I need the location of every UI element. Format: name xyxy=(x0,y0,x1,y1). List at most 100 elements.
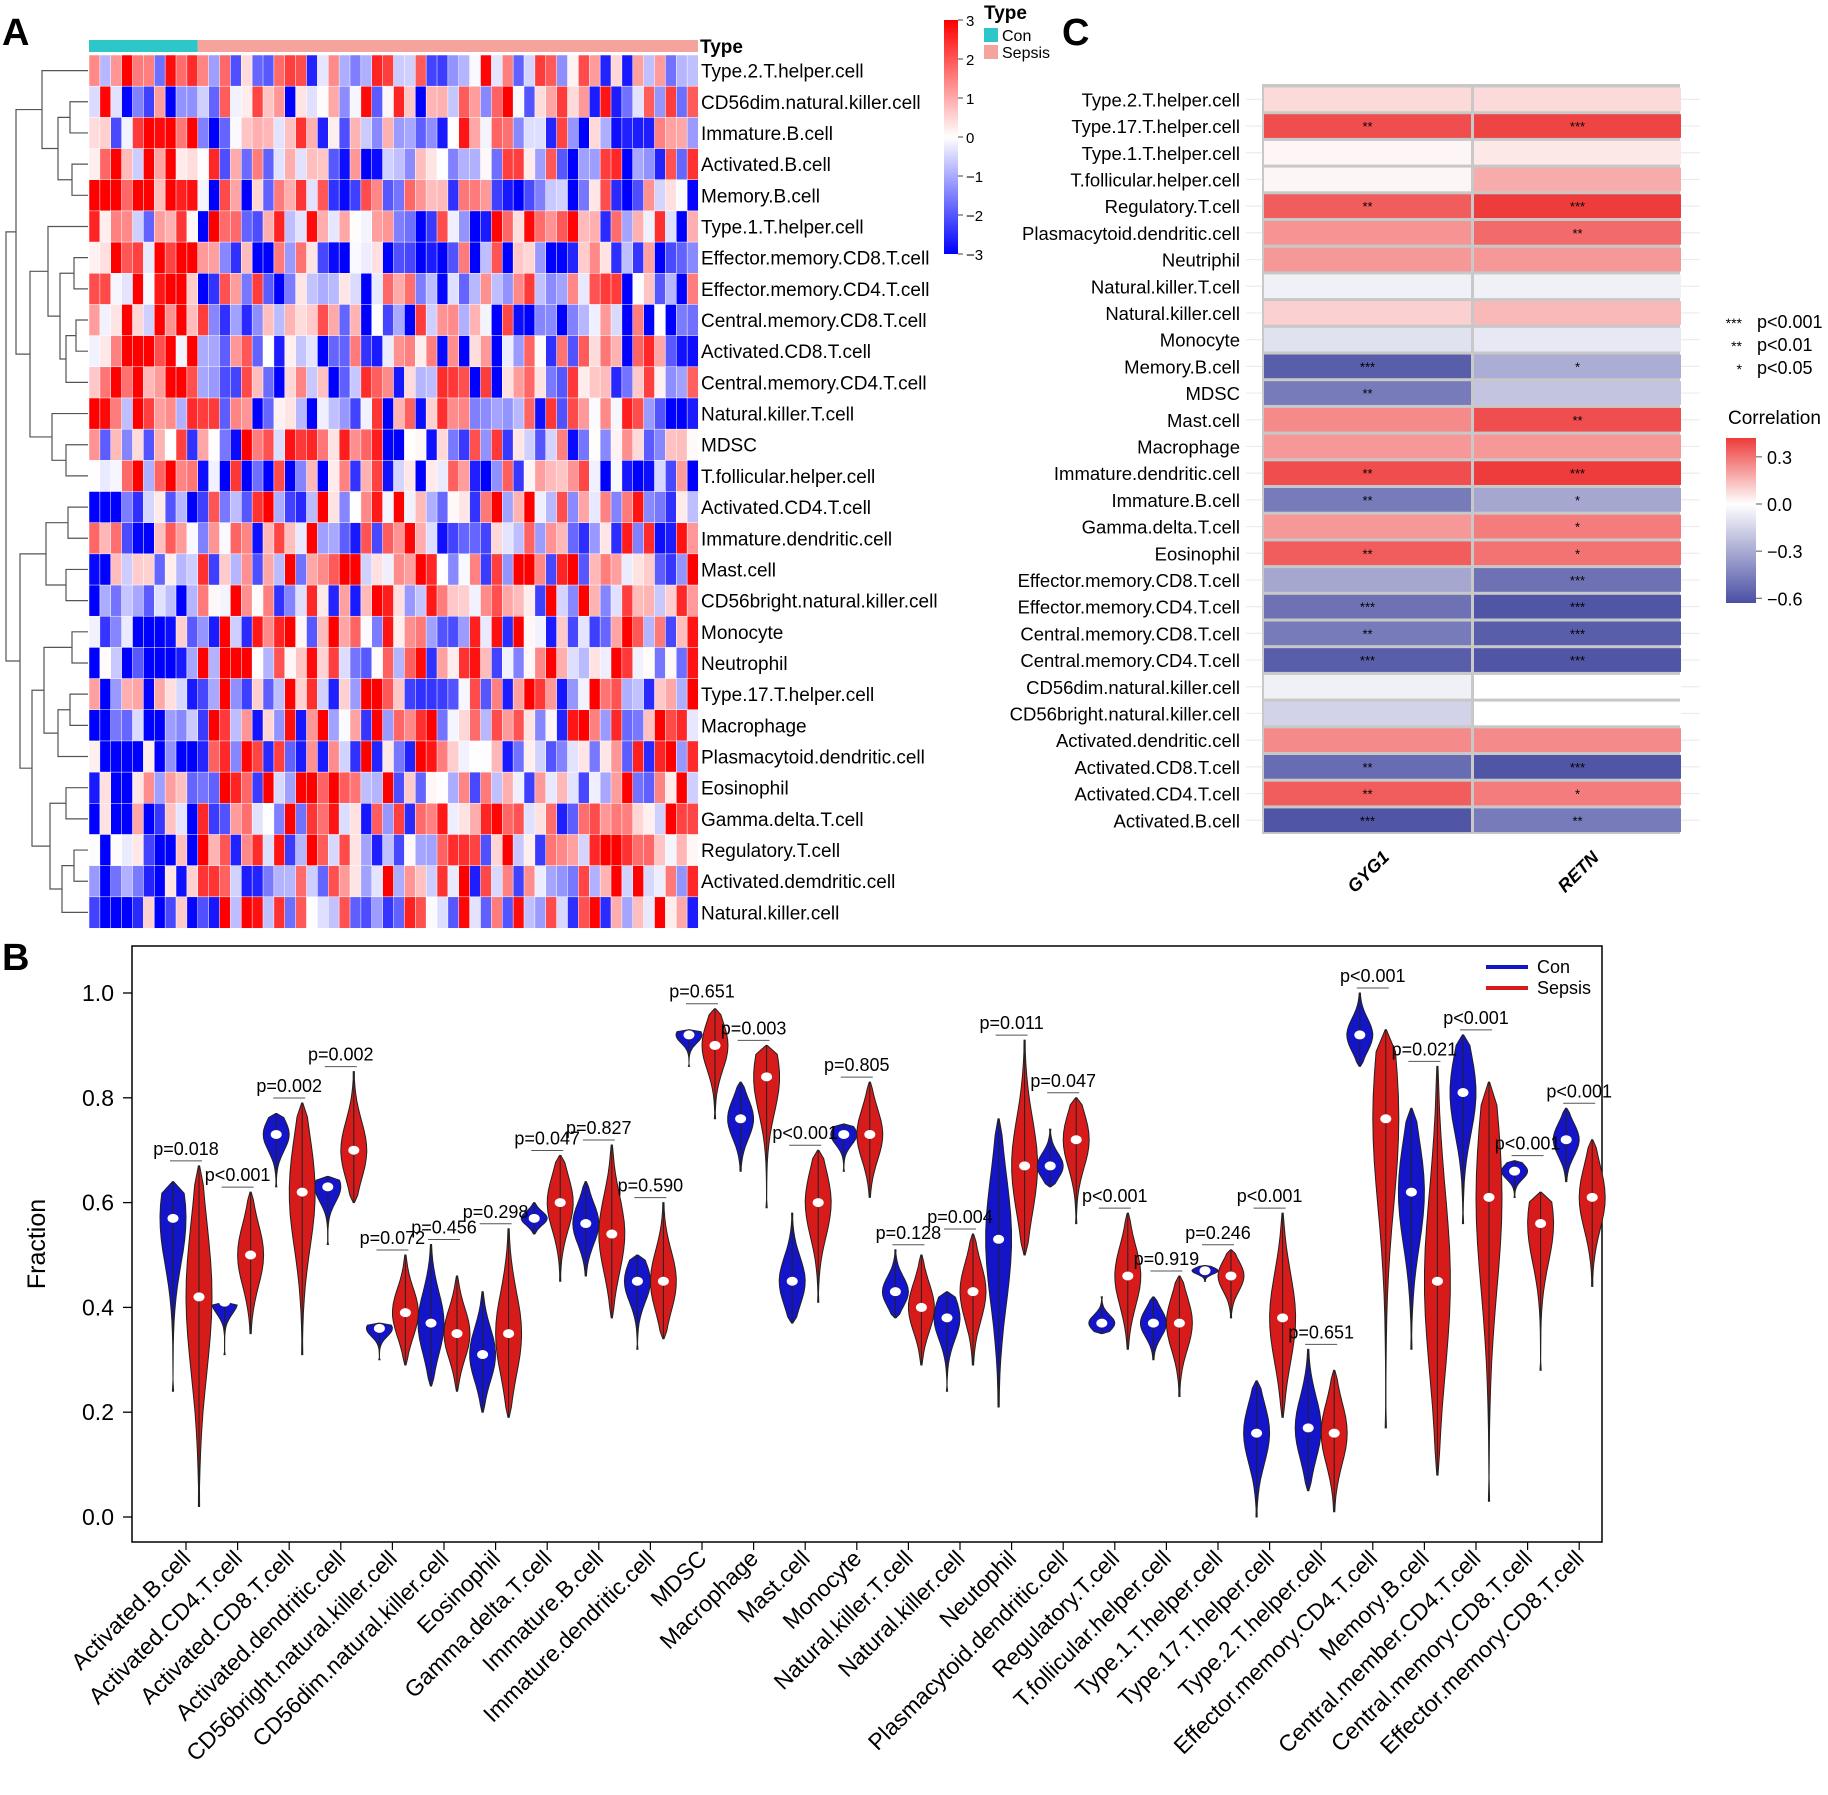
heatmap-cell xyxy=(469,335,482,368)
heatmap-cell xyxy=(556,522,569,555)
heatmap-cell xyxy=(610,803,623,836)
heatmap-cell xyxy=(480,460,492,493)
heatmap-cell xyxy=(251,241,264,274)
heatmap-cell xyxy=(273,865,286,898)
heatmap-cell xyxy=(393,241,405,274)
heatmap-cell xyxy=(121,771,134,804)
heatmap-cell xyxy=(175,522,188,555)
heatmap-cell xyxy=(99,117,112,150)
heatmap-cell xyxy=(676,460,688,493)
sig-legend-label: p<0.01 xyxy=(1757,335,1813,355)
heatmap-cell xyxy=(686,491,699,524)
heatmap-cell xyxy=(230,428,242,461)
heatmap-cell xyxy=(295,553,308,586)
heatmap-cell xyxy=(599,179,612,212)
heatmap-cell xyxy=(599,896,612,929)
heatmap-cell xyxy=(382,179,395,212)
heatmap-cell xyxy=(371,397,384,430)
heatmap-cell xyxy=(371,210,384,243)
heatmap-cell xyxy=(371,709,384,742)
heatmap-cell xyxy=(284,491,297,524)
heatmap-cell xyxy=(143,273,155,305)
heatmap-cell xyxy=(404,54,416,87)
heatmap-cell xyxy=(328,428,340,461)
correlation-cells: ** ***** ******** ******* ***** **** ******* **… xyxy=(1264,87,1681,833)
heatmap-cell xyxy=(371,865,384,898)
heatmap-cell xyxy=(99,834,112,867)
heatmap-cell xyxy=(578,522,590,555)
heatmap-cell xyxy=(447,179,460,212)
heatmap-cell xyxy=(186,460,199,493)
correlation-cell xyxy=(1264,755,1471,779)
heatmap-cell xyxy=(110,771,123,804)
heatmap-cell xyxy=(469,709,482,742)
dendrogram-branch xyxy=(45,522,68,586)
heatmap-cell xyxy=(208,491,221,524)
heatmap-cell xyxy=(676,335,688,368)
heatmap-cell xyxy=(523,85,536,118)
heatmap-cell xyxy=(415,647,427,680)
heatmap-cell xyxy=(230,366,242,399)
correlation-cell xyxy=(1264,674,1471,699)
row-label: Activated.CD4.T.cell xyxy=(701,498,871,519)
heatmap-cell xyxy=(251,460,264,493)
heatmap-cell xyxy=(556,366,569,399)
heatmap-cell xyxy=(545,397,558,430)
heatmap-cell xyxy=(447,428,460,461)
correlation-cell xyxy=(1264,461,1471,485)
heatmap-cell xyxy=(447,615,460,648)
heatmap-cell xyxy=(589,678,601,711)
heatmap-cell xyxy=(545,210,558,243)
heatmap-cell xyxy=(534,896,547,929)
correlation-cell xyxy=(1474,594,1681,619)
heatmap-cell xyxy=(349,366,362,399)
heatmap-cell xyxy=(262,896,275,929)
heatmap-cell xyxy=(578,428,590,461)
heatmap-cell xyxy=(643,834,656,867)
heatmap-cell xyxy=(676,865,688,898)
heatmap-cell xyxy=(589,740,601,773)
heatmap-cell xyxy=(556,896,569,929)
heatmap-cell xyxy=(328,117,340,150)
heatmap-cell xyxy=(143,397,155,430)
heatmap-cell xyxy=(512,179,525,212)
heatmap-cell xyxy=(480,179,492,212)
heatmap-cell xyxy=(676,584,688,617)
heatmap-cell xyxy=(436,771,449,804)
heatmap-cell xyxy=(175,647,188,680)
heatmap-cell xyxy=(458,615,471,648)
heatmap-cell xyxy=(230,834,242,867)
heatmap-cell xyxy=(241,647,253,680)
heatmap-cell xyxy=(273,428,286,461)
heatmap-cell xyxy=(425,834,438,867)
heatmap-cell xyxy=(143,85,155,118)
heatmap-cell xyxy=(306,304,318,337)
heatmap-cell xyxy=(436,210,449,243)
heatmap-cell xyxy=(676,273,688,305)
heatmap-cell xyxy=(349,522,362,555)
heatmap-cell xyxy=(197,709,210,742)
heatmap-cell xyxy=(306,615,318,648)
violin-median xyxy=(1560,1135,1572,1145)
heatmap-cell xyxy=(686,896,699,929)
heatmap-cell xyxy=(317,428,329,461)
heatmap-cell xyxy=(295,335,308,368)
heatmap-cell xyxy=(632,553,645,586)
heatmap-cell xyxy=(273,397,286,430)
heatmap-cell xyxy=(676,709,688,742)
heatmap-cell xyxy=(534,85,547,118)
violin-median xyxy=(1405,1187,1417,1197)
heatmap-cell xyxy=(338,615,351,648)
heatmap-cell xyxy=(197,896,210,929)
panel-a-letter: A xyxy=(2,12,29,54)
heatmap-cell xyxy=(219,366,231,399)
heatmap-cell xyxy=(415,210,427,243)
heatmap-cell xyxy=(589,615,601,648)
heatmap-cell xyxy=(534,740,547,773)
heatmap-cell xyxy=(654,709,666,742)
c-row-label: Plasmacytoid.dendritic.cell xyxy=(1022,223,1240,244)
heatmap-cell xyxy=(523,179,536,212)
heatmap-cell xyxy=(415,740,427,773)
type-legend-label: Con xyxy=(1002,28,1031,45)
